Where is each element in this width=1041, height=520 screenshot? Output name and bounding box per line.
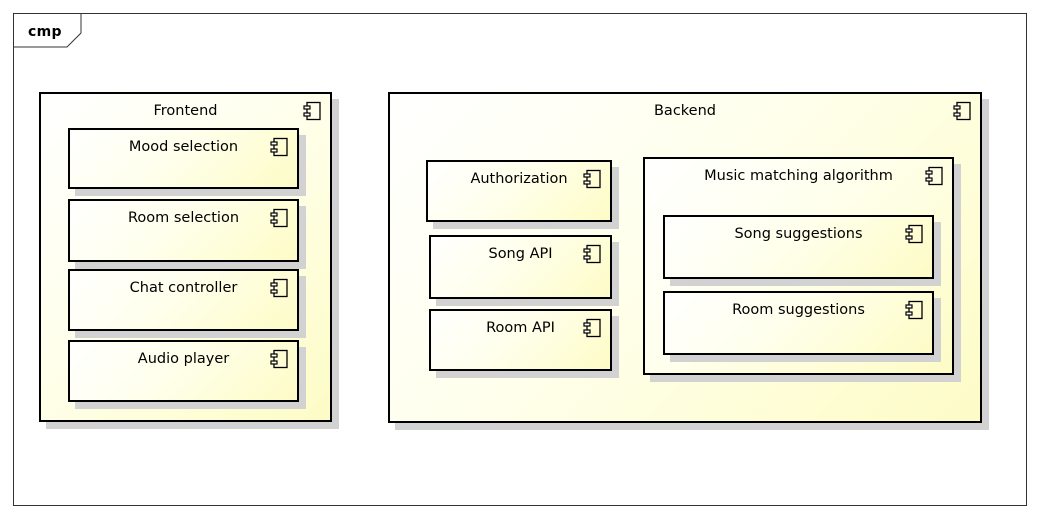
component-icon: [583, 318, 603, 338]
component-label: Authorization: [470, 171, 568, 187]
component-label: Room selection: [127, 210, 240, 226]
component-icon: [270, 349, 290, 369]
room-suggestions-component[interactable]: Room suggestions: [663, 291, 934, 355]
component-icon: [270, 137, 290, 157]
component-icon: [583, 169, 603, 189]
component-label: Song API: [488, 246, 553, 262]
song-suggestions-component[interactable]: Song suggestions: [663, 215, 934, 279]
authorization-component[interactable]: Authorization: [426, 160, 612, 222]
component-label: Room suggestions: [732, 302, 865, 318]
music-matching-title: Music matching algorithm: [704, 168, 893, 184]
component-icon: [905, 224, 925, 244]
component-icon: [953, 101, 973, 121]
component-icon: [905, 300, 925, 320]
component-icon: [270, 208, 290, 228]
component-label: Mood selection: [128, 139, 239, 155]
chat-controller-component[interactable]: Chat controller: [68, 269, 299, 331]
audio-player-component[interactable]: Audio player: [68, 340, 299, 402]
component-label: Chat controller: [129, 280, 238, 296]
component-label: Song suggestions: [734, 226, 863, 242]
diagram-frame: cmp: [13, 13, 1027, 506]
frame-tab: cmp: [14, 14, 82, 48]
component-icon: [583, 244, 603, 264]
component-label: Audio player: [137, 351, 230, 367]
room-api-component[interactable]: Room API: [429, 309, 612, 371]
frame-tab-outline: [14, 14, 82, 48]
backend-title: Backend: [653, 103, 716, 119]
component-icon: [925, 166, 945, 186]
room-selection-component[interactable]: Room selection: [68, 199, 299, 262]
song-api-component[interactable]: Song API: [429, 235, 612, 299]
frontend-title: Frontend: [153, 103, 218, 119]
component-label: Room API: [486, 320, 555, 336]
component-icon: [303, 101, 323, 121]
mood-selection-component[interactable]: Mood selection: [68, 128, 299, 189]
component-icon: [270, 278, 290, 298]
frame-label: cmp: [28, 24, 62, 40]
